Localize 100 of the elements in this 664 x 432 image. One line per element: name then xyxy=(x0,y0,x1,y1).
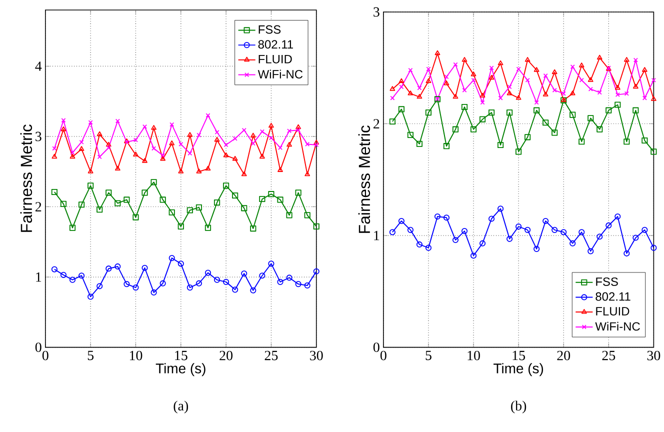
point xyxy=(632,107,639,114)
point xyxy=(70,150,75,155)
point xyxy=(614,102,621,108)
point xyxy=(106,142,112,147)
point xyxy=(114,263,121,270)
y-tick-label: 3 xyxy=(374,7,380,17)
point xyxy=(597,90,602,95)
point xyxy=(268,136,274,140)
point xyxy=(524,226,531,233)
point xyxy=(278,167,283,172)
point xyxy=(304,282,310,288)
point xyxy=(578,62,584,68)
y-tick-label: 0 xyxy=(373,342,380,352)
point xyxy=(416,94,422,99)
point xyxy=(241,270,248,276)
point xyxy=(268,260,274,267)
point xyxy=(170,122,174,127)
point xyxy=(214,199,220,206)
point xyxy=(552,226,558,233)
legend-label: FSS xyxy=(258,25,281,34)
point xyxy=(524,56,530,62)
point xyxy=(578,138,585,145)
point xyxy=(426,78,432,83)
point xyxy=(614,213,621,220)
point xyxy=(516,94,522,100)
point xyxy=(506,109,513,116)
point xyxy=(96,283,103,290)
point xyxy=(214,136,220,142)
point xyxy=(596,54,602,60)
x-tick-label: 25 xyxy=(602,350,616,360)
point xyxy=(106,190,112,196)
point xyxy=(488,109,495,116)
point xyxy=(133,138,138,142)
point xyxy=(97,154,102,160)
point xyxy=(516,223,522,230)
point xyxy=(160,280,166,286)
point xyxy=(169,140,175,146)
point xyxy=(498,96,503,100)
point xyxy=(142,124,148,129)
point xyxy=(51,188,58,195)
point xyxy=(461,104,468,110)
point xyxy=(286,142,292,147)
y-tick-label: 2 xyxy=(36,202,42,212)
point xyxy=(241,171,247,176)
point xyxy=(160,156,166,161)
point xyxy=(650,148,657,155)
point xyxy=(488,74,494,80)
point xyxy=(232,136,238,141)
point xyxy=(186,207,193,214)
point xyxy=(470,126,477,132)
point xyxy=(516,66,521,72)
point xyxy=(232,192,238,198)
legend-label: WiFi-NC xyxy=(258,70,303,78)
point xyxy=(596,126,603,132)
point xyxy=(606,222,612,228)
point xyxy=(632,234,639,241)
point xyxy=(506,90,512,96)
point xyxy=(259,154,265,159)
point xyxy=(277,196,284,203)
point xyxy=(106,145,111,150)
point xyxy=(444,74,449,80)
point xyxy=(443,142,450,150)
point xyxy=(552,69,558,74)
point xyxy=(506,236,513,242)
point xyxy=(642,96,647,100)
point xyxy=(480,100,485,105)
point xyxy=(224,142,228,148)
point xyxy=(588,115,594,122)
point xyxy=(534,66,540,72)
y-tick-label: 0 xyxy=(35,342,42,352)
x-axis-title: Time (s) xyxy=(156,363,206,376)
x-tick-label: 15 xyxy=(175,350,188,360)
point xyxy=(452,126,459,132)
point xyxy=(296,128,301,132)
x-tick-label: 5 xyxy=(426,350,432,360)
legend-label: WiFi-NC xyxy=(595,322,640,331)
point xyxy=(304,212,310,218)
point xyxy=(160,153,166,158)
point xyxy=(150,179,157,186)
point xyxy=(196,204,202,210)
point xyxy=(96,206,103,213)
x-axis-title: Time (s) xyxy=(494,363,544,376)
point xyxy=(633,58,638,62)
point xyxy=(168,209,175,216)
point xyxy=(196,280,202,286)
y-tick-label: 3 xyxy=(36,132,42,142)
point xyxy=(479,116,486,122)
point xyxy=(178,223,184,230)
point xyxy=(596,234,603,240)
point xyxy=(313,223,320,230)
point xyxy=(250,132,256,138)
point xyxy=(588,77,594,82)
point xyxy=(588,248,594,254)
point xyxy=(489,66,494,70)
point xyxy=(624,91,629,96)
point xyxy=(187,132,193,137)
point xyxy=(232,286,238,293)
y-tick-label: 2 xyxy=(374,119,380,128)
point xyxy=(242,128,246,132)
point xyxy=(488,216,495,222)
